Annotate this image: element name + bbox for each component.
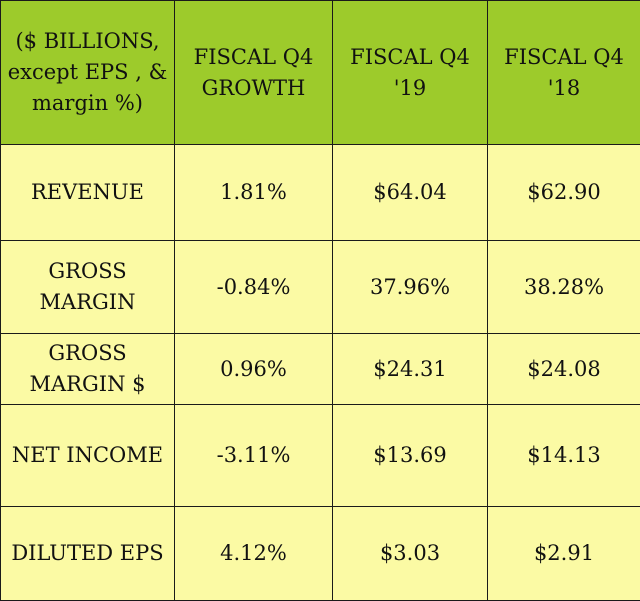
cell-gross-margin-growth: -0.84% — [175, 241, 333, 334]
cell-diluted-eps-q4-18: $2.91 — [488, 507, 640, 601]
cell-revenue-q4-19: $64.04 — [333, 145, 488, 241]
row-label-net-income-line-1: NET INCOME — [7, 440, 168, 471]
row-label-gross-margin: GROSS MARGIN — [1, 241, 175, 334]
row-label-gross-margin-dollars: GROSS MARGIN $ — [1, 334, 175, 405]
header-row: ($ BILLIONS, except EPS , & margin %) FI… — [1, 1, 640, 145]
row-label-gross-margin-line-1: GROSS — [7, 256, 168, 287]
header-units-line-1: ($ BILLIONS, — [7, 26, 168, 57]
row-label-revenue: REVENUE — [1, 145, 175, 241]
cell-gross-margin-q4-19: 37.96% — [333, 241, 488, 334]
header-q4-19-line-2: '19 — [339, 73, 481, 104]
row-label-gross-margin-line-2: MARGIN — [7, 287, 168, 318]
header-cell-q4-19: FISCAL Q4 '19 — [333, 1, 488, 145]
header-cell-units: ($ BILLIONS, except EPS , & margin %) — [1, 1, 175, 145]
cell-net-income-q4-19: $13.69 — [333, 405, 488, 507]
cell-net-income-q4-18: $14.13 — [488, 405, 640, 507]
header-units-line-2: except EPS , & — [7, 57, 168, 88]
cell-gross-margin-dollars-q4-19: $24.31 — [333, 334, 488, 405]
cell-gross-margin-dollars-growth: 0.96% — [175, 334, 333, 405]
header-q4-18-line-2: '18 — [494, 73, 634, 104]
row-label-diluted-eps-line-1: DILUTED EPS — [7, 538, 168, 569]
header-units-line-3: margin %) — [7, 88, 168, 119]
cell-revenue-growth: 1.81% — [175, 145, 333, 241]
cell-revenue-q4-18: $62.90 — [488, 145, 640, 241]
row-revenue: REVENUE 1.81% $64.04 $62.90 — [1, 145, 640, 241]
row-label-revenue-line-1: REVENUE — [7, 177, 168, 208]
header-q4-18-line-1: FISCAL Q4 — [494, 42, 634, 73]
header-cell-q4-18: FISCAL Q4 '18 — [488, 1, 640, 145]
cell-diluted-eps-q4-19: $3.03 — [333, 507, 488, 601]
row-label-diluted-eps: DILUTED EPS — [1, 507, 175, 601]
row-net-income: NET INCOME -3.11% $13.69 $14.13 — [1, 405, 640, 507]
row-label-gross-margin-dollars-line-2: MARGIN $ — [7, 369, 168, 400]
header-cell-growth: FISCAL Q4 GROWTH — [175, 1, 333, 145]
row-diluted-eps: DILUTED EPS 4.12% $3.03 $2.91 — [1, 507, 640, 601]
row-label-net-income: NET INCOME — [1, 405, 175, 507]
row-gross-margin: GROSS MARGIN -0.84% 37.96% 38.28% — [1, 241, 640, 334]
header-q4-19-line-1: FISCAL Q4 — [339, 42, 481, 73]
cell-diluted-eps-growth: 4.12% — [175, 507, 333, 601]
cell-net-income-growth: -3.11% — [175, 405, 333, 507]
header-growth-line-1: FISCAL Q4 — [181, 42, 326, 73]
row-label-gross-margin-dollars-line-1: GROSS — [7, 338, 168, 369]
row-gross-margin-dollars: GROSS MARGIN $ 0.96% $24.31 $24.08 — [1, 334, 640, 405]
cell-gross-margin-dollars-q4-18: $24.08 — [488, 334, 640, 405]
header-growth-line-2: GROWTH — [181, 73, 326, 104]
cell-gross-margin-q4-18: 38.28% — [488, 241, 640, 334]
